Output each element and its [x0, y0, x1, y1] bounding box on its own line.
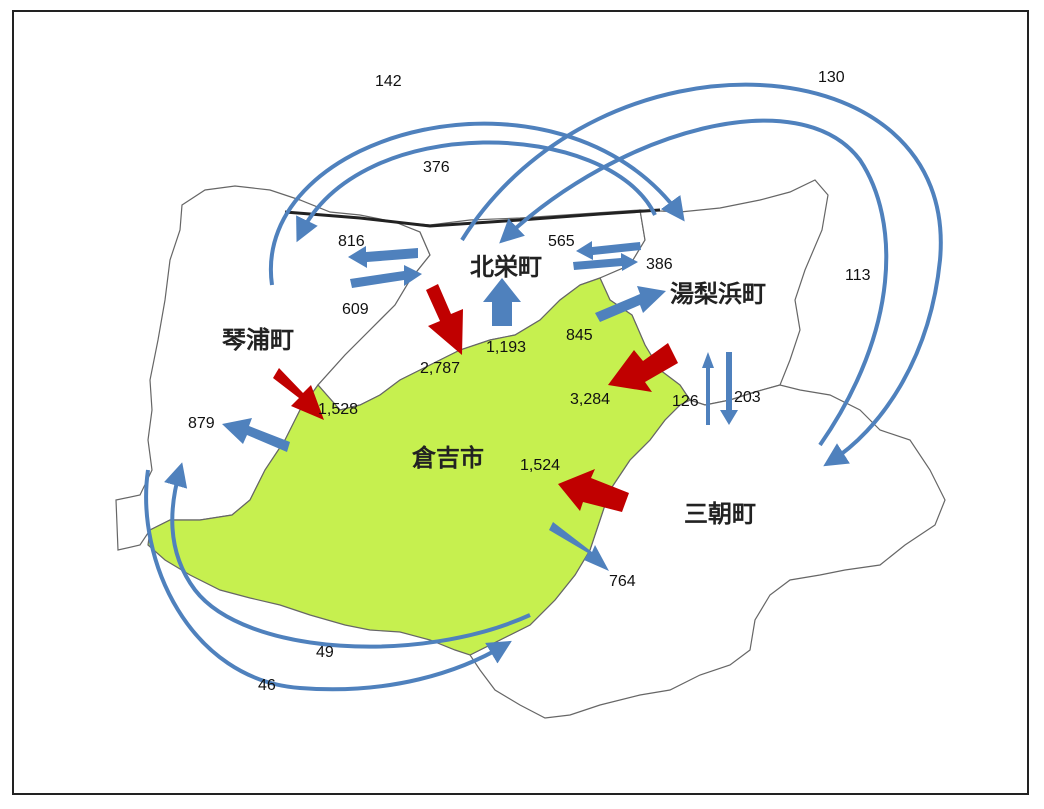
arc-hokuei-to-misasa [460, 82, 943, 467]
arc-kotoura-to-misasa [144, 469, 512, 692]
flow-label-142: 142 [375, 73, 402, 90]
arrow-yurihama-to-misasa [720, 352, 738, 425]
arrow-misasa-to-yurihama [702, 352, 714, 425]
flow-label-376: 376 [423, 159, 450, 176]
town-label-hokuei: 北栄町 [470, 254, 542, 281]
arrow-kotoura-to-hokuei [350, 265, 422, 288]
flow-label-386: 386 [646, 256, 673, 273]
arrow-kotoura-to-kurayoshi [273, 368, 324, 420]
town-label-kotoura: 琴浦町 [222, 326, 294, 354]
flow-label-2787: 2,787 [420, 360, 460, 377]
arrow-yurihama-to-hokuei [576, 241, 641, 260]
arrow-yurihama-to-kurayoshi [608, 343, 678, 392]
flow-label-49: 49 [316, 644, 334, 661]
flow-label-845: 845 [566, 327, 593, 344]
arc-misasa-to-hokuei [499, 118, 889, 447]
flow-label-46: 46 [258, 677, 276, 694]
arrow-kurayoshi-to-kotoura [222, 418, 290, 452]
arc-misasa-to-kotoura [164, 462, 531, 649]
arc-yurihama-to-kotoura [296, 140, 657, 243]
flow-label-609: 609 [342, 301, 369, 318]
arrow-hokuei-to-yurihama [573, 253, 638, 271]
arrow-hokuei-to-kurayoshi [426, 284, 463, 355]
arrow-hokuei-to-kotoura [348, 246, 418, 268]
flow-label-126: 126 [672, 393, 699, 410]
flow-label-3284: 3,284 [570, 391, 610, 408]
flow-label-879: 879 [188, 415, 215, 432]
flow-label-113: 113 [845, 267, 871, 284]
flow-label-130: 130 [818, 69, 845, 86]
town-label-misasa: 三朝町 [684, 501, 756, 528]
arrow-kurayoshi-to-yurihama [595, 286, 666, 322]
map-frame [12, 10, 1029, 795]
flow-label-1524: 1,524 [520, 457, 560, 474]
flow-label-764: 764 [609, 573, 636, 590]
arrow-kurayoshi-to-misasa [549, 522, 609, 571]
arrow-misasa-to-kurayoshi [558, 469, 629, 512]
flow-label-816: 816 [338, 233, 365, 250]
flow-label-565: 565 [548, 233, 575, 250]
flow-label-1193: 1,193 [486, 339, 526, 356]
kurayoshi-region [147, 277, 691, 656]
town-label-yurihama: 湯梨浜町 [670, 281, 766, 308]
flow-label-1528: 1,528 [318, 401, 358, 418]
flow-label-203: 203 [734, 389, 761, 406]
town-label-kurayoshi: 倉吉市 [411, 444, 484, 472]
arrow-kurayoshi-to-hokuei [483, 278, 521, 326]
